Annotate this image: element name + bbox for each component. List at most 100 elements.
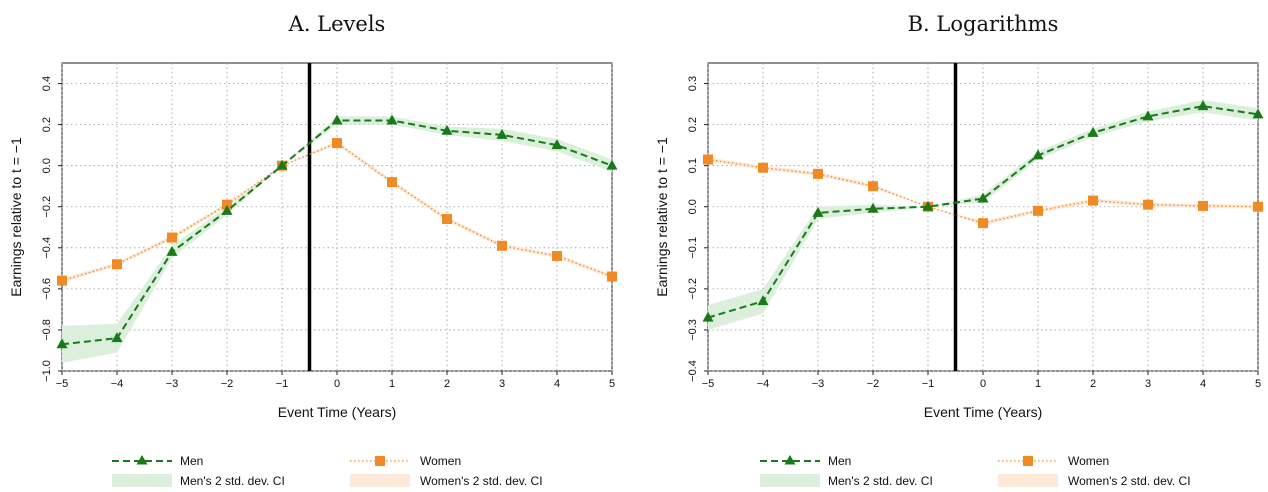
women-line <box>707 158 1259 224</box>
women-point <box>387 177 397 188</box>
y-tick-label: 0.2 <box>41 117 53 132</box>
women-point <box>552 251 562 262</box>
women-point <box>813 168 823 179</box>
legend-women-label: Women <box>420 454 461 468</box>
x-tick-label: −5 <box>56 378 69 390</box>
grid <box>61 63 613 372</box>
y-tick-label: −0.1 <box>687 237 699 259</box>
men-point <box>221 204 233 215</box>
x-axis-label: Event Time (Years) <box>278 404 397 420</box>
confidence-bands <box>708 99 1258 330</box>
women-point <box>57 275 67 286</box>
x-tick-label: −1 <box>276 378 289 390</box>
men-point <box>56 338 68 349</box>
men-point <box>111 332 123 343</box>
men-point <box>606 159 618 170</box>
women-point <box>332 138 342 149</box>
x-tick-label: 4 <box>1200 378 1206 390</box>
men-point <box>977 192 989 203</box>
x-tick-label: −2 <box>867 378 880 390</box>
y-tick-label: 0.1 <box>687 158 699 173</box>
men-point <box>1197 100 1209 111</box>
y-tick-label: 0.0 <box>687 199 699 214</box>
men-point <box>551 139 563 150</box>
men-point <box>386 114 398 125</box>
legend-women-ci-label: Women's 2 std. dev. CI <box>1068 474 1191 488</box>
x-tick-label: −4 <box>111 378 124 390</box>
y-tick-label: 0.3 <box>687 76 699 91</box>
x-tick-label: −4 <box>757 378 770 390</box>
women-point <box>1088 195 1098 206</box>
y-tick-label: −0.3 <box>687 319 699 341</box>
y-tick-label: 0.2 <box>687 117 699 132</box>
men-point <box>812 206 824 217</box>
y-tick-label: −1.0 <box>41 360 53 382</box>
women-point <box>868 181 878 192</box>
x-tick-label: 4 <box>554 378 560 390</box>
men-point <box>1087 126 1099 137</box>
women-point <box>758 162 768 173</box>
women-point <box>167 232 177 243</box>
y-ticks: −1.0 −0.8 −0.6 −0.4 −0.2 0.0 0.2 0.4 <box>41 76 62 382</box>
legend-men-ci-swatch <box>760 474 820 487</box>
x-tick-label: 1 <box>1035 378 1041 390</box>
legend-men-marker <box>784 455 796 465</box>
y-tick-label: −0.6 <box>41 278 53 300</box>
women-point <box>607 271 617 282</box>
women-point <box>703 154 713 165</box>
x-tick-label: 5 <box>1255 378 1261 390</box>
legend-men-ci-swatch <box>112 474 172 487</box>
legend-men-label: Men <box>180 454 203 468</box>
legend-women-ci-label: Women's 2 std. dev. CI <box>420 474 543 488</box>
women-point <box>1143 199 1153 210</box>
x-tick-label: 0 <box>980 378 986 390</box>
y-tick-label: −0.4 <box>687 360 699 382</box>
x-tick-label: −3 <box>166 378 179 390</box>
legend-men-marker <box>136 455 148 465</box>
y-tick-label: −0.2 <box>687 278 699 300</box>
legend-men-ci-label: Men's 2 std. dev. CI <box>828 474 933 488</box>
panel-logarithms: B. Logarithms −5 −4 −3 −2 −1 0 1 2 3 4 5 −0.4−0.3−… <box>654 12 1264 488</box>
y-tick-label: −0.2 <box>41 196 53 218</box>
y-tick-label: 0.4 <box>41 76 53 91</box>
y-tick-label: −0.4 <box>41 237 53 259</box>
y-axis-label: Earnings relative to t = −1 <box>8 137 24 297</box>
x-axis-label: Event Time (Years) <box>924 404 1043 420</box>
men-point <box>1142 110 1154 121</box>
x-tick-label: 3 <box>1145 378 1151 390</box>
women-point <box>1033 205 1043 216</box>
men-point <box>1252 108 1264 119</box>
x-tick-label: −2 <box>221 378 234 390</box>
y-ticks: −0.4 −0.3 −0.2 −0.1 0.0 0.1 0.2 0.3 <box>687 76 708 382</box>
men-point <box>922 200 934 211</box>
series <box>56 114 618 349</box>
men-point <box>331 114 343 125</box>
panel-title: A. Levels <box>288 12 386 36</box>
panel-levels: A. Levels −5 −4 −3 −2 −1 0 1 2 3 4 5 −1.0−0.8−0.6−… <box>8 12 618 488</box>
men-point <box>1032 149 1044 160</box>
women-point <box>978 218 988 229</box>
x-tick-label: 3 <box>499 378 505 390</box>
x-tick-label: −1 <box>922 378 935 390</box>
y-axis-label: Earnings relative to t = −1 <box>654 137 670 297</box>
x-tick-label: 1 <box>389 378 395 390</box>
y-tick-label: 0.0 <box>41 158 53 173</box>
legend: Men Men's 2 std. dev. CI Women Women's 2… <box>112 454 543 488</box>
women-point <box>222 199 232 210</box>
men-point <box>166 245 178 256</box>
men-point <box>496 128 508 139</box>
men-point <box>276 159 288 170</box>
men-point <box>441 124 453 135</box>
x-tick-label: 0 <box>334 378 340 390</box>
women-point <box>1253 201 1263 212</box>
legend-women-marker <box>1023 456 1033 466</box>
men-point <box>867 202 879 213</box>
men-line <box>707 105 1259 319</box>
women-point <box>1198 200 1208 211</box>
panel-title: B. Logarithms <box>908 12 1059 36</box>
x-tick-label: 2 <box>1090 378 1096 390</box>
x-tick-label: 2 <box>444 378 450 390</box>
women-point <box>112 259 122 270</box>
legend-women-ci-swatch <box>998 474 1058 487</box>
